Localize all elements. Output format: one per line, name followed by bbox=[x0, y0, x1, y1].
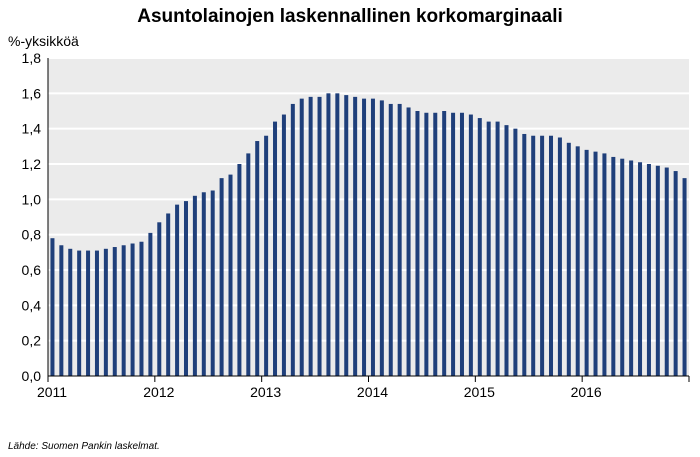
bar bbox=[593, 151, 598, 376]
bar bbox=[664, 167, 669, 376]
y-tick-label: 1,4 bbox=[22, 121, 42, 137]
bar bbox=[255, 141, 260, 376]
bar bbox=[442, 111, 447, 376]
x-tick-label: 2015 bbox=[464, 384, 495, 400]
bar bbox=[531, 135, 536, 376]
bar bbox=[602, 153, 607, 376]
bar bbox=[673, 171, 678, 376]
bar bbox=[468, 114, 473, 377]
y-tick-label: 0,4 bbox=[22, 297, 42, 313]
bar bbox=[273, 121, 278, 376]
bar bbox=[121, 245, 126, 376]
bar bbox=[540, 135, 545, 376]
bar bbox=[175, 204, 180, 376]
bar bbox=[68, 248, 73, 376]
bar bbox=[139, 241, 144, 376]
bar bbox=[77, 250, 82, 376]
bar bbox=[228, 174, 233, 376]
bar bbox=[59, 245, 64, 376]
bar bbox=[201, 192, 206, 376]
bar bbox=[655, 165, 660, 376]
x-tick-label: 2012 bbox=[143, 384, 174, 400]
bar bbox=[379, 100, 384, 377]
bar bbox=[611, 156, 616, 376]
bar bbox=[94, 250, 99, 376]
x-tick-label: 2011 bbox=[37, 384, 67, 400]
x-tick-label: 2016 bbox=[571, 384, 602, 400]
bar bbox=[646, 164, 651, 376]
bar bbox=[281, 114, 286, 377]
bar bbox=[388, 103, 393, 376]
bar bbox=[157, 222, 162, 376]
bar bbox=[504, 125, 509, 376]
bar bbox=[326, 93, 331, 376]
y-tick-label: 1,0 bbox=[22, 191, 42, 207]
y-tick-label: 1,8 bbox=[22, 50, 42, 66]
bar bbox=[246, 153, 251, 376]
bar bbox=[362, 98, 367, 376]
bar bbox=[549, 135, 554, 376]
y-tick-label: 0,2 bbox=[22, 333, 42, 349]
bar bbox=[353, 96, 358, 376]
bar bbox=[103, 248, 108, 376]
bar bbox=[290, 103, 295, 376]
chart-title: Asuntolainojen laskennallinen korkomargi… bbox=[137, 6, 563, 27]
bar bbox=[264, 135, 269, 376]
bar bbox=[415, 111, 420, 376]
bar bbox=[335, 93, 340, 376]
y-axis-unit-label: %-yksikköä bbox=[8, 33, 79, 49]
bar bbox=[308, 96, 313, 376]
y-tick-label: 0,8 bbox=[22, 227, 42, 243]
bar bbox=[513, 128, 518, 376]
bar bbox=[148, 232, 153, 376]
x-tick-label: 2013 bbox=[250, 384, 281, 400]
bar bbox=[50, 238, 55, 376]
bar bbox=[299, 98, 304, 376]
bar bbox=[451, 112, 456, 377]
bar bbox=[459, 112, 464, 377]
bar bbox=[344, 95, 349, 376]
bar bbox=[486, 121, 491, 376]
bar bbox=[638, 162, 643, 376]
bar bbox=[522, 133, 527, 376]
bar bbox=[557, 137, 562, 376]
bar bbox=[575, 146, 580, 376]
bar bbox=[317, 96, 322, 376]
bar bbox=[584, 149, 589, 376]
bar bbox=[397, 103, 402, 376]
bar bbox=[210, 190, 215, 376]
bar bbox=[370, 98, 375, 376]
bar bbox=[477, 118, 482, 377]
y-tick-label: 1,2 bbox=[22, 156, 42, 172]
y-tick-label: 1,6 bbox=[22, 85, 42, 101]
x-tick-label: 2014 bbox=[357, 384, 388, 400]
bar bbox=[166, 213, 171, 376]
source-note: Lähde: Suomen Pankin laskelmat. bbox=[8, 441, 160, 452]
bar bbox=[130, 243, 135, 376]
bar bbox=[219, 178, 224, 376]
bar bbox=[433, 112, 438, 377]
y-tick-label: 0,6 bbox=[22, 262, 42, 278]
y-tick-label: 0,0 bbox=[22, 368, 42, 384]
bar bbox=[237, 164, 242, 376]
bar bbox=[192, 195, 197, 376]
bar bbox=[495, 121, 500, 376]
bar bbox=[629, 160, 634, 376]
bar bbox=[566, 142, 571, 376]
bar bbox=[682, 178, 687, 376]
plot-area bbox=[48, 58, 689, 376]
bar bbox=[183, 201, 188, 376]
bar bbox=[112, 247, 117, 376]
bar bbox=[424, 112, 429, 377]
bar bbox=[620, 158, 625, 376]
bar bbox=[86, 250, 91, 376]
bar bbox=[406, 107, 411, 376]
